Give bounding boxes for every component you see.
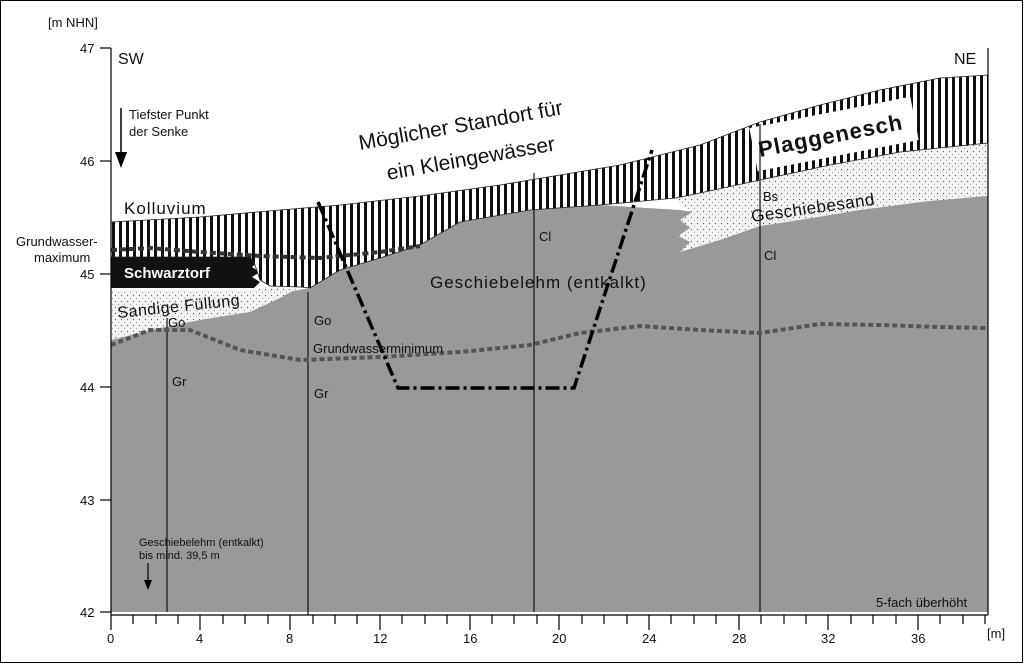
x-tick-label: 16 (463, 631, 477, 646)
x-tick-label: 36 (911, 631, 925, 646)
y-tick-label: 46 (80, 154, 94, 169)
plaggenesch-label-bg (749, 96, 919, 172)
bottom-note: Geschiebelehm (entkalkt) (139, 537, 264, 549)
x-tick-label: 8 (286, 631, 293, 646)
profile-lines (166, 124, 761, 615)
kolluvium-label: Kolluvium (124, 199, 207, 218)
y-tick-label: 42 (80, 605, 94, 620)
bottom-note: bis mind. 39,5 m (139, 550, 220, 562)
horizon-label: Cl (539, 229, 551, 244)
horizon-label: Go (168, 315, 185, 330)
y-tick-label: 44 (80, 380, 94, 395)
horizon-label: Go (314, 313, 331, 328)
horizon-label: Gr (314, 386, 329, 401)
lowest-point-label: der Senke (129, 124, 188, 139)
sandige-fuellung-layer (111, 286, 300, 340)
x-axis (110, 614, 988, 630)
y-axis (100, 47, 112, 615)
horizon-label: Gr (172, 374, 187, 389)
horizon-label: Cl (764, 248, 776, 263)
x-unit-label: [m] (987, 626, 1005, 641)
x-tick-label: 28 (732, 631, 746, 646)
pond-outline (316, 149, 654, 390)
y-unit-label: [m NHN] (48, 15, 98, 30)
schwarztorf-layer (111, 257, 260, 288)
x-tick-label: 24 (642, 631, 656, 646)
x-tick-label: 12 (373, 631, 387, 646)
groundwater-minimum-label: Grundwasserminimum (313, 341, 443, 356)
groundwater-minimum-line (110, 321, 989, 363)
lowest-point-label: Tiefster Punkt (129, 107, 209, 122)
y-tick-label: 45 (80, 267, 94, 282)
groundwater-maximum-label: maximum (34, 250, 90, 265)
y-tick-label: 47 (80, 41, 94, 56)
groundwater-maximum-label: Grundwasser- (16, 234, 98, 249)
down-arrow-icon (115, 108, 127, 168)
x-tick-label: 20 (552, 631, 566, 646)
geschiebesand-layer (676, 143, 988, 252)
x-tick-label: 0 (107, 631, 114, 646)
exaggeration-note: 5-fach überhöht (876, 595, 967, 610)
geschiebelehm-layer (111, 195, 988, 612)
x-tick-label: 32 (821, 631, 835, 646)
horizon-label: Bs (763, 189, 779, 204)
groundwater-maximum-line (110, 244, 421, 261)
geschiebelehm-label: Geschiebelehm (entkalkt) (430, 273, 647, 292)
x-tick-label: 4 (196, 631, 203, 646)
y-tick-label: 43 (80, 493, 94, 508)
schwarztorf-label: Schwarztorf (124, 265, 211, 282)
down-arrow-icon (144, 563, 152, 590)
sw-label: SW (118, 51, 145, 68)
ne-label: NE (954, 51, 976, 68)
